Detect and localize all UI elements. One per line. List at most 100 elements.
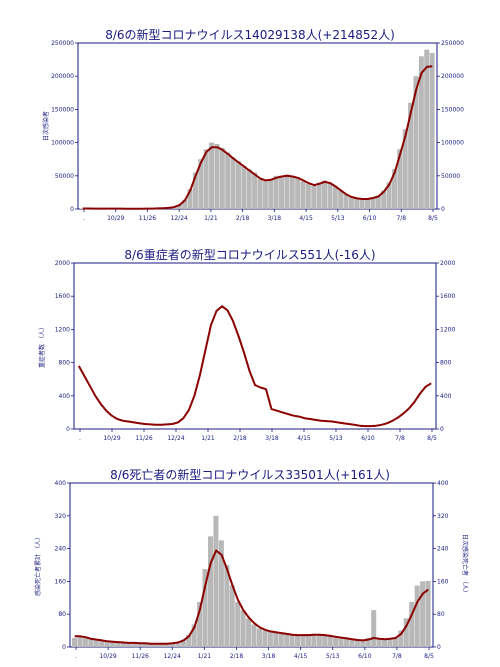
series-line [77, 305, 432, 428]
y-tick-label: 800 [59, 360, 71, 367]
bar [192, 172, 198, 209]
y-axis-label: 感染死亡者累計 （人） [34, 534, 42, 596]
chart-svg-3: 0 0 80 80 160 160 240 240 320 320 400 400. 10/29 11/2… [34, 480, 469, 660]
x-tick-label: 1/21 [204, 215, 218, 222]
x-tick-label: 4/15 [299, 215, 313, 222]
bar [376, 638, 382, 647]
x-tick-label: 6/10 [358, 653, 372, 660]
x-tick-label: 2/18 [236, 215, 250, 222]
bar [191, 624, 197, 647]
bar [169, 642, 175, 647]
bar [240, 610, 246, 647]
bar [267, 631, 273, 647]
y-tick-label: 400 [59, 393, 71, 400]
bar [354, 198, 360, 209]
bar [104, 641, 110, 647]
y-tick-label-right: 0 [441, 206, 445, 213]
y-tick-label: 0 [70, 206, 74, 213]
bar [180, 639, 186, 647]
y-tick-label-right: 200000 [441, 73, 464, 80]
chart-title-1: 8/6の新型コロナウイルス14029138人(+214852人) [105, 28, 395, 42]
y-tick-label: 400 [55, 480, 67, 487]
bar [115, 642, 121, 647]
x-tick-label: 12/24 [167, 435, 184, 442]
x-tick-label: 5/13 [326, 653, 340, 660]
y-tick-label-right: 240 [437, 546, 449, 553]
bar [424, 49, 430, 209]
bar [256, 628, 262, 647]
y-tick-label-right: 150000 [441, 106, 464, 113]
y-tick-label-right: 2000 [440, 260, 455, 267]
bar [93, 639, 99, 647]
bar [322, 180, 328, 209]
bar [229, 585, 235, 647]
bar [262, 630, 268, 647]
bar [126, 642, 132, 647]
bar [203, 149, 209, 209]
bar [175, 642, 181, 647]
bar [425, 580, 431, 647]
x-tick-label: 8/5 [427, 435, 437, 442]
plot-frame [69, 482, 434, 648]
bar [365, 637, 371, 647]
bar [349, 639, 355, 647]
y-tick-label: 50000 [55, 173, 74, 180]
bar [225, 152, 231, 209]
bar [214, 143, 220, 209]
bar [246, 618, 252, 647]
bar [305, 183, 311, 209]
bar [408, 102, 414, 209]
x-tick-label: 2/18 [230, 653, 244, 660]
bar [382, 639, 388, 647]
x-tick-label: 10/29 [99, 653, 116, 660]
x-tick-label: 7/8 [395, 435, 405, 442]
bar [420, 581, 426, 647]
bar [295, 634, 301, 647]
bar [418, 56, 424, 209]
chart-panel-2: 8/6重症者の新型コロナウイルス551人(-16人) 0 0 400 400 800 80… [0, 222, 500, 444]
bar [371, 610, 377, 647]
y-tick-label: 240 [55, 546, 67, 553]
x-tick-label: 3/18 [262, 653, 276, 660]
bar [198, 159, 204, 209]
x-tick-label: 10/29 [107, 215, 124, 222]
y-axis-label: 日次感染者 [42, 111, 50, 141]
bar [398, 630, 404, 647]
y-tick-label-right: 800 [440, 360, 452, 367]
bar [311, 633, 317, 647]
y-tick-label: 250000 [51, 40, 74, 47]
chart-panel-1: 8/6の新型コロナウイルス14029138人(+214852人) 0 0 50000… [0, 0, 500, 222]
y-tick-label-right: 80 [437, 611, 445, 618]
y-tick-label: 1200 [55, 326, 70, 333]
y-tick-label-right: 0 [440, 426, 444, 433]
bar [257, 179, 263, 209]
x-tick-label: 3/18 [265, 435, 279, 442]
bar [414, 585, 420, 647]
x-tick-label: 4/15 [297, 435, 311, 442]
y-tick-label-right: 250000 [441, 40, 464, 47]
y-tick-label: 150000 [51, 106, 74, 113]
bar [391, 169, 397, 209]
bar [300, 635, 306, 647]
bar [252, 172, 258, 209]
x-tick-label: 6/10 [363, 215, 377, 222]
bar [375, 195, 381, 209]
bar [197, 601, 203, 647]
bar [370, 197, 376, 209]
x-tick-label: 6/10 [361, 435, 375, 442]
bar [137, 643, 143, 647]
bar [338, 637, 344, 647]
bar [159, 643, 165, 647]
bar [397, 149, 403, 209]
x-tick-label: 12/24 [171, 215, 188, 222]
x-tick-label: 8/5 [428, 215, 438, 222]
plot-frame [73, 262, 437, 430]
series-line [82, 65, 433, 210]
bar [273, 175, 279, 209]
y-axis-label-right: 日次感染死亡者 （人） [461, 534, 469, 596]
bar [268, 179, 274, 209]
x-tick-label: 11/26 [132, 653, 149, 660]
y-tick-label: 0 [66, 426, 70, 433]
y-tick-label-right: 400 [437, 480, 449, 487]
bar [305, 634, 311, 647]
